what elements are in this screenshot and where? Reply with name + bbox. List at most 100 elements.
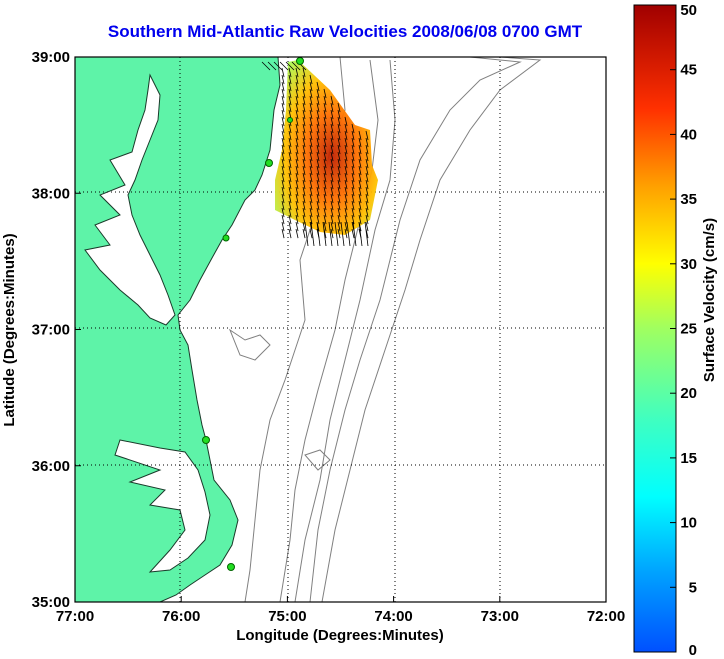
velocity-arrow: [288, 214, 292, 225]
velocity-arrow: [365, 172, 369, 183]
velocity-arrow: [295, 88, 299, 99]
bathymetry-contours: [228, 57, 542, 602]
velocity-arrow: [323, 186, 327, 197]
velocity-arrow: [309, 123, 313, 134]
velocity-arrow: [344, 123, 348, 134]
velocity-arrow: [337, 193, 341, 204]
velocity-arrow: [302, 109, 306, 120]
velocity-arrow: [281, 207, 285, 218]
velocity-arrow: [316, 102, 320, 113]
velocity-arrow: [358, 144, 362, 155]
velocity-arrow: [302, 200, 306, 211]
velocity-arrow: [323, 95, 327, 106]
velocity-arrow: [351, 193, 355, 204]
velocity-arrow: [316, 109, 320, 120]
velocity-arrow: [288, 81, 292, 92]
colorbar-tick-label: 5: [689, 579, 697, 596]
velocity-arrow: [295, 137, 299, 148]
velocity-arrow: [351, 207, 355, 218]
velocity-arrow: [330, 116, 334, 127]
velocity-arrow: [344, 207, 348, 218]
velocity-arrow: [316, 200, 320, 211]
velocity-arrow: [281, 193, 285, 204]
velocity-arrow: [316, 123, 320, 134]
velocity-arrow: [295, 95, 299, 106]
velocity-arrow: [337, 165, 341, 176]
colorbar-tick-label: 10: [680, 515, 697, 532]
velocity-arrow: [344, 165, 348, 176]
velocity-arrow: [330, 144, 334, 155]
velocity-arrow: [309, 74, 313, 85]
velocity-arrow: [309, 130, 313, 141]
velocity-arrow: [295, 67, 299, 78]
velocity-arrow: [281, 95, 285, 106]
velocity-arrow: [337, 172, 341, 183]
velocity-arrow: [351, 144, 355, 155]
velocity-arrow: [337, 200, 341, 211]
velocity-arrow: [288, 207, 292, 218]
x-tick-label: 77:00: [56, 608, 94, 625]
colorbar-tick-label: 20: [680, 385, 697, 402]
velocity-arrow: [323, 165, 327, 176]
velocity-arrow: [337, 137, 341, 148]
velocity-arrow: [309, 81, 313, 92]
velocity-arrow: [316, 158, 320, 169]
velocity-arrow: [309, 228, 313, 239]
velocity-arrow: [323, 158, 327, 169]
velocity-arrow: [351, 130, 355, 141]
velocity-arrow: [302, 137, 306, 148]
velocity-arrow: [309, 193, 313, 204]
velocity-arrow: [281, 67, 285, 78]
velocity-arrow: [288, 228, 292, 239]
velocity-arrow: [351, 158, 355, 169]
station-markers: [202, 57, 304, 571]
velocity-arrow: [323, 172, 327, 183]
velocity-arrow: [358, 221, 363, 247]
velocity-arrow: [323, 88, 327, 99]
velocity-arrow: [344, 228, 348, 239]
velocity-arrow: [309, 207, 313, 218]
velocity-arrow: [358, 186, 362, 197]
velocity-arrow: [288, 186, 292, 197]
velocity-arrow: [323, 179, 327, 190]
velocity-arrow: [309, 116, 313, 127]
velocity-arrow: [288, 151, 292, 162]
y-tick-label: 36:00: [32, 458, 70, 475]
velocity-arrow: [365, 144, 369, 155]
x-axis: 77:00 76:00 75:00 74:00 73:00 72:00: [56, 596, 625, 625]
colorbar-label: Surface Velocity (cm/s): [701, 218, 718, 382]
velocity-arrow: [281, 151, 285, 162]
velocity-arrow: [330, 200, 334, 211]
colorbar-tick-label: 45: [680, 62, 697, 79]
velocity-arrow: [344, 179, 348, 190]
velocity-arrow: [323, 193, 327, 204]
velocity-arrow: [302, 172, 306, 183]
colorbar-tick-label: 15: [680, 450, 697, 467]
velocity-arrow: [358, 172, 362, 183]
velocity-arrow: [309, 137, 313, 148]
velocity-arrows: [261, 61, 369, 247]
velocity-arrow: [285, 61, 295, 71]
velocity-arrow: [352, 221, 357, 247]
velocity-arrow: [302, 130, 306, 141]
velocity-arrow: [337, 179, 341, 190]
x-tick-label: 75:00: [268, 608, 306, 625]
velocity-arrow: [358, 193, 362, 204]
velocity-arrow: [330, 137, 334, 148]
velocity-arrow: [288, 102, 292, 113]
velocity-arrow: [288, 144, 292, 155]
velocity-arrow: [295, 109, 299, 120]
velocity-arrow: [288, 74, 292, 85]
velocity-arrow: [302, 74, 306, 85]
velocity-arrow: [358, 137, 362, 148]
velocity-arrow: [316, 151, 320, 162]
velocity-arrow: [365, 200, 369, 211]
velocity-arrow: [351, 186, 355, 197]
station-marker: [202, 436, 210, 444]
velocity-arrow: [358, 200, 362, 211]
velocity-arrow: [365, 186, 369, 197]
velocity-arrow: [302, 179, 306, 190]
y-tick-label: 35:00: [32, 594, 70, 611]
velocity-arrow: [309, 165, 313, 176]
chesapeake-bay: [84, 73, 176, 326]
